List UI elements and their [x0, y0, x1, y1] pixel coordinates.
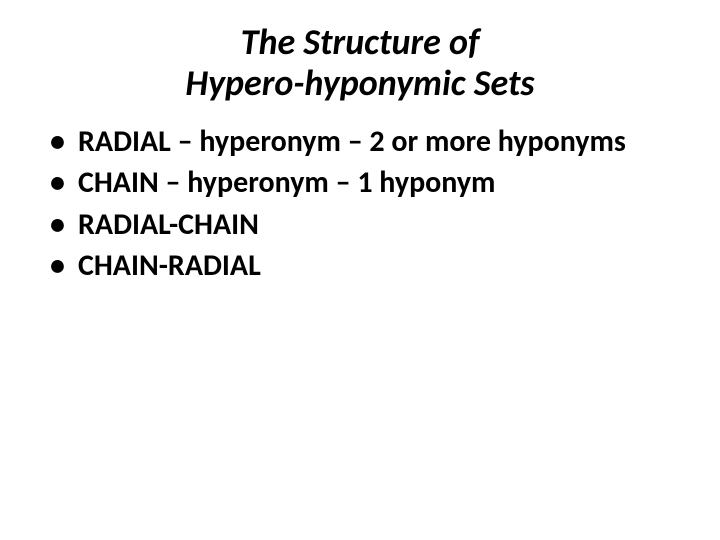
list-item: CHAIN-RADIAL [50, 247, 680, 285]
slide: The Structure of Hypero-hyponymic Sets R… [0, 0, 720, 540]
bullet-text: CHAIN – hyperonym – 1 hyponym [78, 164, 495, 201]
title-line-1: The Structure of [241, 20, 480, 64]
bullet-list: RADIAL – hyperonym – 2 or more hyponyms … [50, 123, 680, 285]
slide-body: RADIAL – hyperonym – 2 or more hyponyms … [0, 105, 720, 285]
bullet-text: RADIAL-CHAIN [78, 206, 259, 243]
slide-title: The Structure of Hypero-hyponymic Sets [0, 0, 720, 105]
list-item: CHAIN – hyperonym – 1 hyponym [50, 164, 680, 202]
bullet-text: RADIAL – hyperonym – 2 or more hyponyms [78, 123, 626, 160]
bullet-text: CHAIN-RADIAL [78, 247, 261, 284]
list-item: RADIAL-CHAIN [50, 206, 680, 244]
list-item: RADIAL – hyperonym – 2 or more hyponyms [50, 123, 680, 161]
title-line-2: Hypero-hyponymic Sets [185, 61, 534, 105]
